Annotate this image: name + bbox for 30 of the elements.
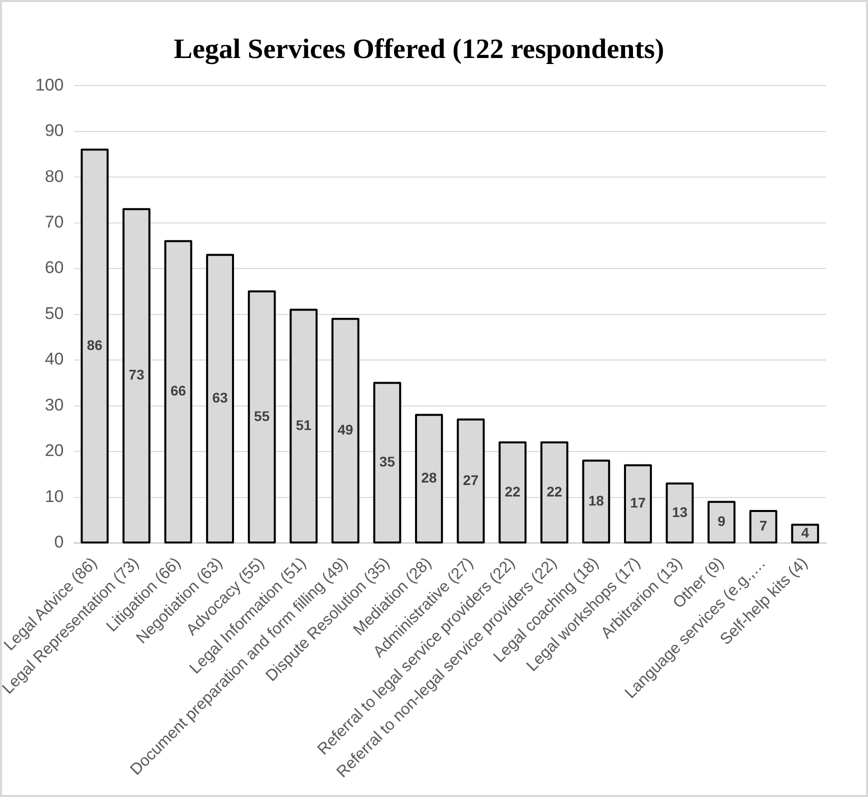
- y-tick-label: 50: [44, 304, 64, 323]
- data-label: 63: [212, 390, 228, 406]
- data-label: 22: [546, 483, 562, 500]
- data-label: 17: [630, 494, 646, 511]
- y-tick-label: 70: [44, 212, 64, 232]
- data-label: 18: [588, 492, 604, 508]
- data-label: 66: [170, 382, 186, 399]
- y-tick-label: 0: [54, 532, 64, 552]
- data-label: 7: [759, 518, 768, 534]
- data-label: 28: [421, 470, 437, 486]
- y-tick-label: 10: [44, 486, 64, 506]
- data-label: 13: [672, 504, 688, 520]
- data-label: 55: [254, 408, 270, 424]
- data-label: 49: [338, 422, 354, 438]
- data-label: 27: [462, 472, 479, 488]
- y-tick-label: 60: [44, 258, 64, 278]
- data-label: 4: [801, 524, 810, 540]
- data-label: 51: [296, 416, 312, 433]
- data-label: 9: [718, 513, 726, 530]
- data-label: 22: [504, 483, 521, 500]
- y-tick-label: 30: [44, 395, 64, 414]
- chart-title: Legal Services Offered (122 respondents): [174, 34, 664, 66]
- y-tick-label: 20: [44, 441, 64, 460]
- data-label: 35: [379, 454, 396, 470]
- y-tick-label: 90: [44, 121, 64, 140]
- data-label: 73: [128, 366, 144, 383]
- y-tick-label: 40: [44, 350, 64, 369]
- y-tick-label: 100: [35, 75, 64, 94]
- data-label: 86: [86, 336, 103, 353]
- y-tick-label: 80: [44, 166, 64, 186]
